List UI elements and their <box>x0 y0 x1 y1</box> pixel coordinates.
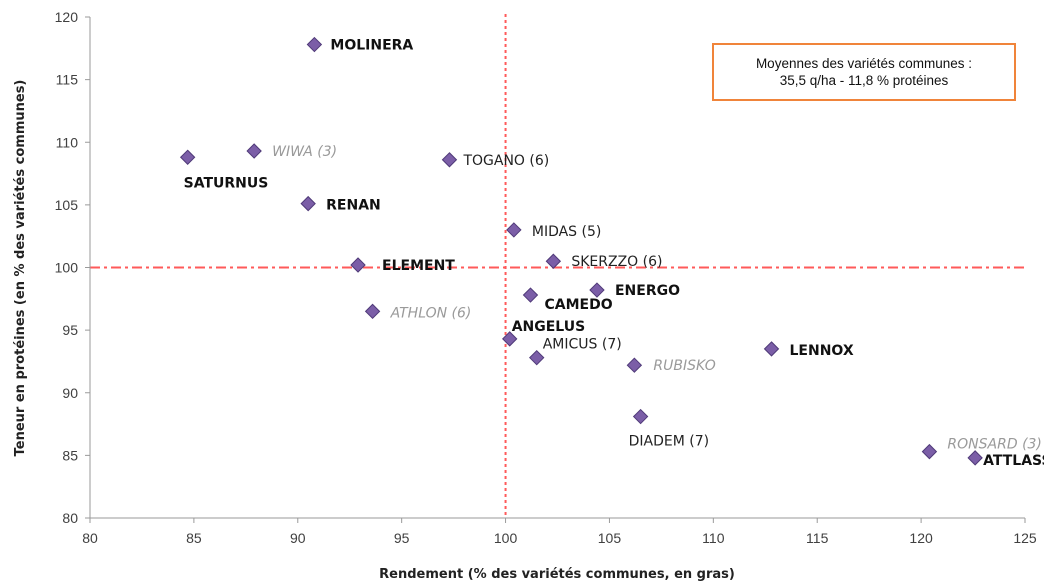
data-point-marker <box>306 36 323 53</box>
x-tick-label: 85 <box>186 530 202 546</box>
x-tick-label: 120 <box>909 530 933 546</box>
data-point-label: SKERZZO (6) <box>571 254 662 270</box>
y-axis-title: Teneur en protéines (en % des variétés c… <box>13 80 28 457</box>
x-tick-label: 110 <box>702 530 725 546</box>
y-tick-label: 120 <box>55 9 79 25</box>
data-point-marker <box>529 349 545 366</box>
data-point-marker <box>763 341 780 357</box>
averages-annotation: Moyennes des variétés communes : 35,5 q/… <box>712 43 1016 101</box>
data-point-marker <box>632 408 649 425</box>
x-tick-label: 100 <box>494 530 518 546</box>
y-tick-label: 115 <box>56 72 79 88</box>
x-tick-label: 115 <box>806 530 829 546</box>
x-tick-label: 105 <box>598 530 622 546</box>
x-tick-label: 125 <box>1013 530 1037 546</box>
y-tick-label: 85 <box>62 447 78 463</box>
x-axis-title: Rendement (% des variétés communes, en g… <box>379 567 735 582</box>
x-tick-label: 95 <box>394 530 410 546</box>
data-point-marker <box>967 450 983 466</box>
data-point-marker <box>364 303 381 320</box>
y-tick-label: 105 <box>55 197 79 213</box>
data-point-label: LENNOX <box>790 343 854 359</box>
data-point-marker <box>545 253 562 269</box>
data-point-marker <box>502 331 518 347</box>
data-point-marker <box>246 143 262 159</box>
data-point-label: CAMEDO <box>544 297 612 313</box>
data-point-marker <box>179 149 196 165</box>
data-point-label: RONSARD (3) <box>947 437 1041 453</box>
y-tick-label: 80 <box>62 510 78 526</box>
data-point-label: WIWA (3) <box>272 144 337 160</box>
data-point-marker <box>589 282 605 298</box>
data-point-label: MOLINERA <box>330 38 413 54</box>
data-point-marker <box>506 222 522 238</box>
y-tick-label: 90 <box>62 385 78 401</box>
data-point-label: RENAN <box>326 198 381 214</box>
annotation-line-2: 35,5 q/ha - 11,8 % protéines <box>779 73 949 88</box>
data-point-label: ATTLASS <box>983 453 1044 469</box>
y-tick-label: 110 <box>56 134 79 150</box>
data-point-label: ATHLON (6) <box>390 305 472 321</box>
data-point-label: TOGANO (6) <box>462 153 549 169</box>
axes: 80 85 90 95 100 105 110 115 120 125 80 85 90 95 100 105… <box>55 9 1037 546</box>
y-tick-label: 100 <box>55 260 79 276</box>
data-point-marker <box>522 287 539 303</box>
data-point-label: ANGELUS <box>512 319 585 335</box>
data-point-label: MIDAS (5) <box>532 224 602 240</box>
data-point-marker <box>300 195 316 212</box>
data-point-label: DIADEM (7) <box>629 434 709 450</box>
data-point-marker <box>626 357 643 373</box>
data-point-marker <box>921 443 938 460</box>
x-tick-label: 80 <box>82 530 98 546</box>
data-point-label: SATURNUS <box>184 175 269 191</box>
annotation-line-1: Moyennes des variétés communes : <box>755 56 973 71</box>
data-points: MOLINERA WIWA (3)SATURNUS TOGANO (6) RENAN M… <box>179 36 1044 469</box>
data-point-label: RUBISKO <box>653 358 715 374</box>
data-point-marker <box>350 257 366 273</box>
data-point-label: ENERGO <box>615 283 680 299</box>
data-point-label: ELEMENT <box>382 258 455 274</box>
data-point-label: AMICUS (7) <box>543 337 622 353</box>
y-tick-label: 95 <box>62 322 78 338</box>
x-tick-label: 90 <box>290 530 306 546</box>
data-point-marker <box>441 152 458 168</box>
reference-lines <box>90 14 1025 518</box>
